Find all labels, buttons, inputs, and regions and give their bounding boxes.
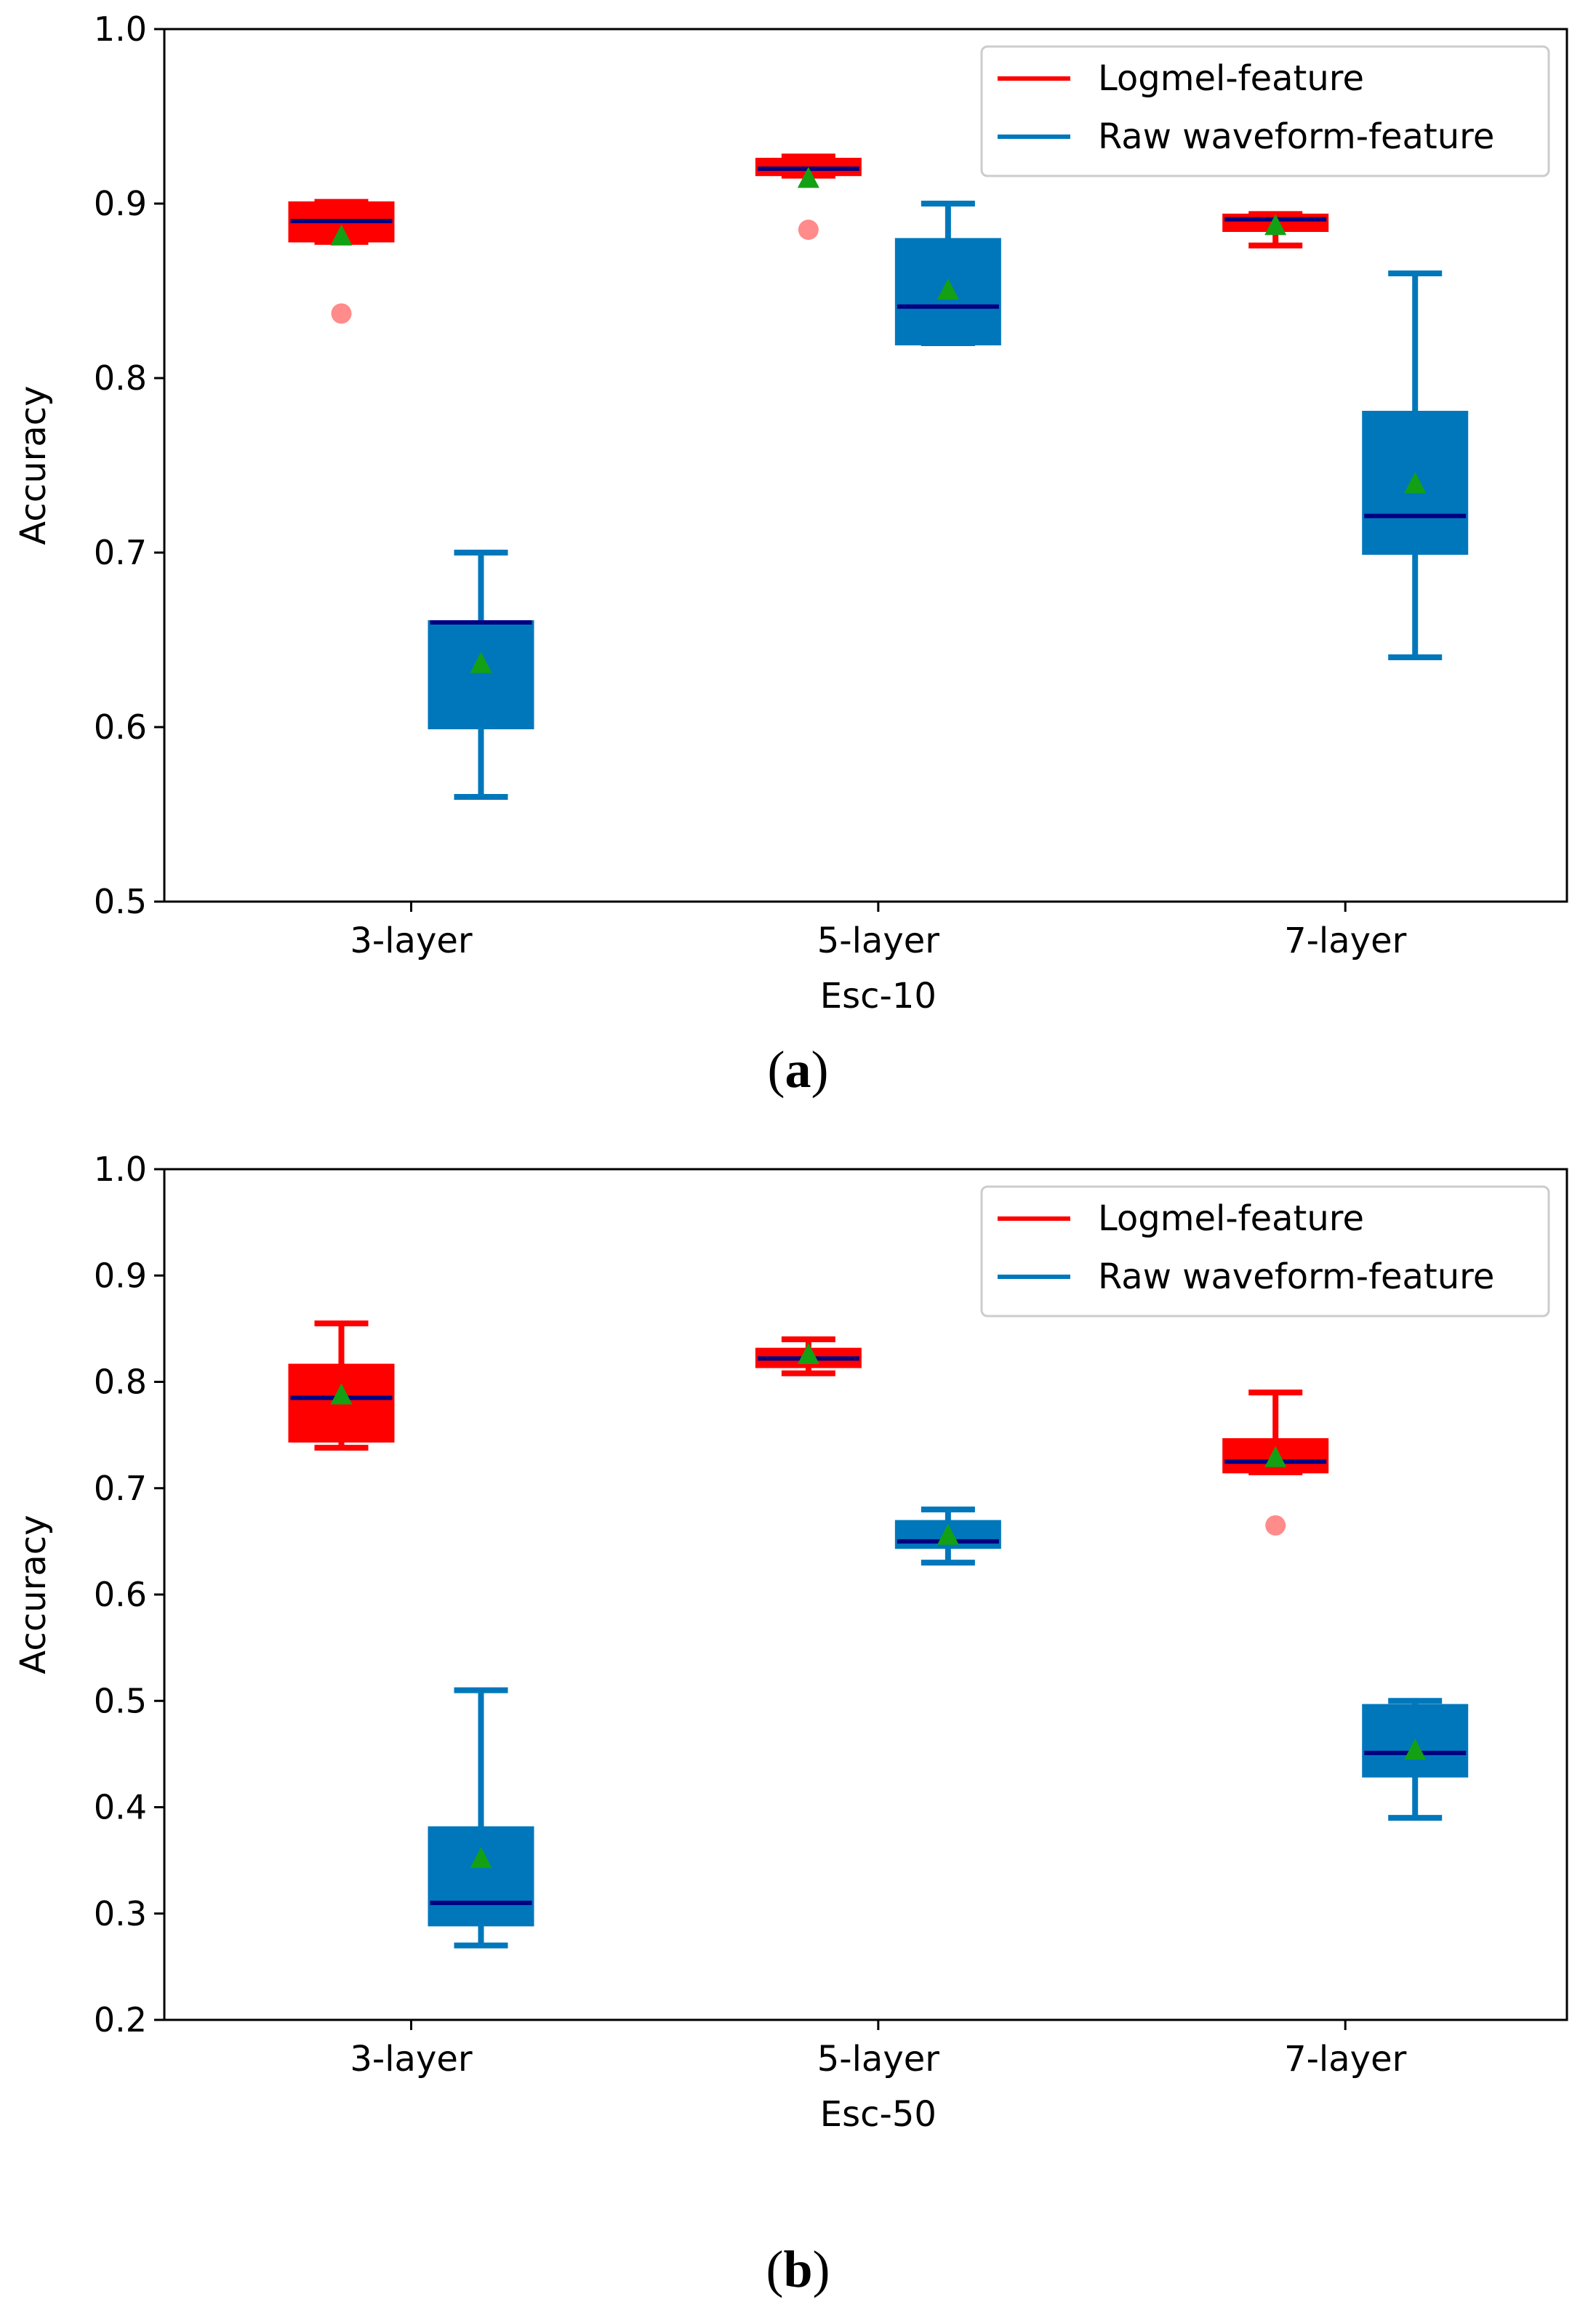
y-tick-label: 0.9 (94, 1256, 147, 1295)
box-logmel-3-layer (288, 198, 395, 324)
mean-marker (330, 224, 353, 246)
mean-marker (797, 1342, 819, 1364)
box-logmel-7-layer (1222, 1389, 1329, 1536)
x-tick-label: 3-layer (350, 2039, 473, 2080)
outlier-point (798, 220, 819, 240)
chart-panel-1: 0.5 0.6 0.7 0.8 0.9 1.0 Accuracy 3-layer 5-layer… (13, 9, 1568, 1016)
x-axis-label: Esc-10 (820, 976, 937, 1016)
box-body (428, 1826, 534, 1927)
box-body (428, 620, 534, 729)
x-tick-label: 5-layer (817, 2039, 940, 2080)
y-tick-label: 0.8 (94, 1363, 147, 1402)
mean-marker (470, 1847, 492, 1869)
y-tick-label: 0.7 (94, 533, 147, 572)
box-raw-7-layer (1362, 1698, 1469, 1821)
x-tick-label: 5-layer (817, 921, 940, 961)
legend: Logmel-feature Raw waveform-feature (980, 1185, 1550, 1318)
caption-a: (a) (767, 1040, 829, 1099)
x-tick-label: 7-layer (1284, 921, 1407, 961)
x-tick-label: 7-layer (1284, 2039, 1407, 2080)
mean-marker (937, 1523, 959, 1545)
y-tick-label: 0.3 (94, 1894, 147, 1933)
mean-marker (937, 278, 959, 300)
legend-frame (980, 45, 1550, 177)
box-raw-5-layer (894, 1507, 1001, 1566)
legend-label: Logmel-feature (1098, 1198, 1364, 1239)
y-tick-label: 0.6 (94, 1575, 147, 1614)
y-tick-label: 0.6 (94, 707, 147, 747)
box-raw-3-layer (428, 1687, 534, 1949)
chart-panel-2: 0.2 0.3 0.4 0.5 0.6 0.7 0.8 0.9 1.0 Accuracy 3-lay… (13, 1150, 1568, 2135)
legend-frame (980, 1185, 1550, 1318)
mean-marker (1404, 472, 1427, 494)
legend-label: Logmel-feature (1098, 58, 1364, 99)
y-tick-label: 0.7 (94, 1469, 147, 1508)
box-logmel-5-layer (755, 153, 862, 240)
caption-b-letter: b (783, 2240, 813, 2298)
plot-frame (163, 28, 1568, 903)
outlier-point (1265, 1515, 1286, 1536)
x-tick-label: 3-layer (350, 921, 473, 961)
mean-marker (1264, 214, 1287, 236)
legend: Logmel-feature Raw waveform-feature (980, 45, 1550, 177)
box-raw-5-layer (894, 201, 1001, 346)
mean-marker (797, 167, 819, 188)
y-tick-label: 0.8 (94, 358, 147, 398)
y-tick-label: 0.5 (94, 1681, 147, 1720)
caption-b: (b) (766, 2240, 830, 2298)
box-raw-3-layer (428, 550, 534, 800)
y-tick-label: 1.0 (94, 1150, 147, 1189)
y-tick-label: 1.0 (94, 9, 147, 49)
box-raw-7-layer (1362, 270, 1469, 660)
box-logmel-7-layer (1222, 211, 1329, 249)
mean-marker (470, 651, 492, 673)
y-axis-label: Accuracy (13, 1515, 54, 1674)
mean-marker (1264, 1445, 1287, 1467)
x-axis-label: Esc-50 (820, 2094, 937, 2135)
y-tick-label: 0.4 (94, 1788, 147, 1827)
outlier-point (331, 303, 352, 324)
y-axis-label: Accuracy (13, 385, 54, 545)
caption-a-letter: a (785, 1040, 811, 1099)
y-tick-label: 0.5 (94, 882, 147, 921)
legend-label: Raw waveform-feature (1098, 116, 1494, 157)
mean-marker (330, 1383, 353, 1405)
box-logmel-3-layer (288, 1320, 395, 1451)
y-tick-label: 0.2 (94, 2000, 147, 2040)
mean-marker (1404, 1738, 1427, 1760)
legend-label: Raw waveform-feature (1098, 1256, 1494, 1297)
box-logmel-5-layer (755, 1336, 862, 1376)
y-tick-label: 0.9 (94, 184, 147, 223)
